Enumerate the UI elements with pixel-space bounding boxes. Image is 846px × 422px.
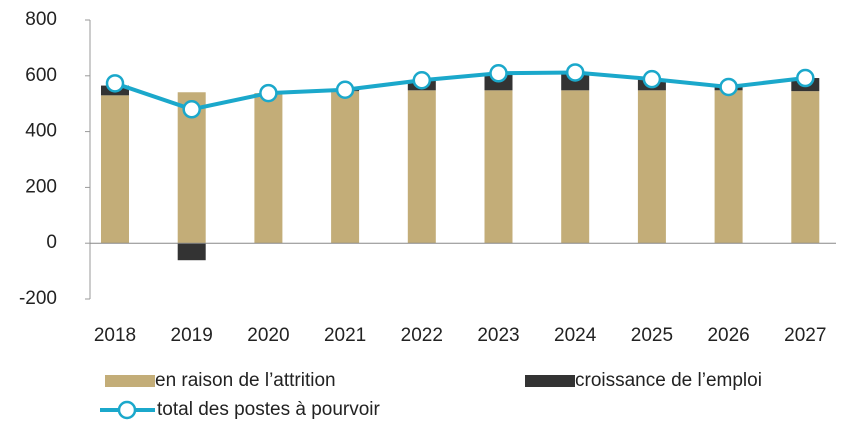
x-tick-label: 2025: [631, 325, 673, 346]
y-tick-label: 0: [46, 232, 57, 253]
bar: [791, 91, 820, 244]
point: [335, 80, 355, 99]
bar: [331, 91, 360, 244]
legend-label: croissance de l’emploi: [575, 370, 762, 391]
legend-swatch: [525, 375, 575, 387]
line: [114, 70, 806, 112]
y-tick-label: 600: [25, 65, 57, 86]
x-tick-label: 2019: [171, 325, 213, 346]
x-tick-label: 2023: [477, 325, 519, 346]
legend-label: total des postes à pourvoir: [157, 399, 381, 420]
point: [182, 100, 201, 119]
x-tick-label: 2024: [554, 325, 597, 346]
bar: [254, 93, 283, 244]
legend-swatch: [105, 375, 155, 387]
legend-marker: [117, 400, 137, 420]
point: [565, 63, 585, 82]
bar: [484, 90, 513, 244]
bar: [637, 90, 666, 244]
y-tick-label: 800: [25, 9, 57, 30]
bar: [177, 243, 206, 261]
x-tick-label: 2022: [401, 325, 443, 346]
x-tick-label: 2018: [94, 325, 136, 346]
x-tick-label: 2021: [324, 325, 366, 346]
bar: [714, 90, 743, 244]
point: [719, 77, 738, 97]
point: [412, 71, 432, 90]
point: [489, 64, 508, 83]
y-tick-label: -200: [19, 288, 57, 309]
x-tick-label: 2027: [784, 325, 826, 346]
point: [642, 69, 662, 89]
bar: [561, 90, 590, 244]
point: [259, 83, 278, 103]
x-tick-label: 2020: [247, 325, 289, 346]
legend-label: en raison de l’attrition: [155, 370, 336, 391]
bar: [101, 95, 129, 244]
y-tick-label: 200: [25, 176, 57, 197]
bar: [407, 90, 436, 244]
point: [105, 74, 125, 93]
x-tick-label: 2026: [707, 325, 749, 346]
y-tick-label: 400: [25, 121, 57, 142]
point: [796, 68, 815, 88]
